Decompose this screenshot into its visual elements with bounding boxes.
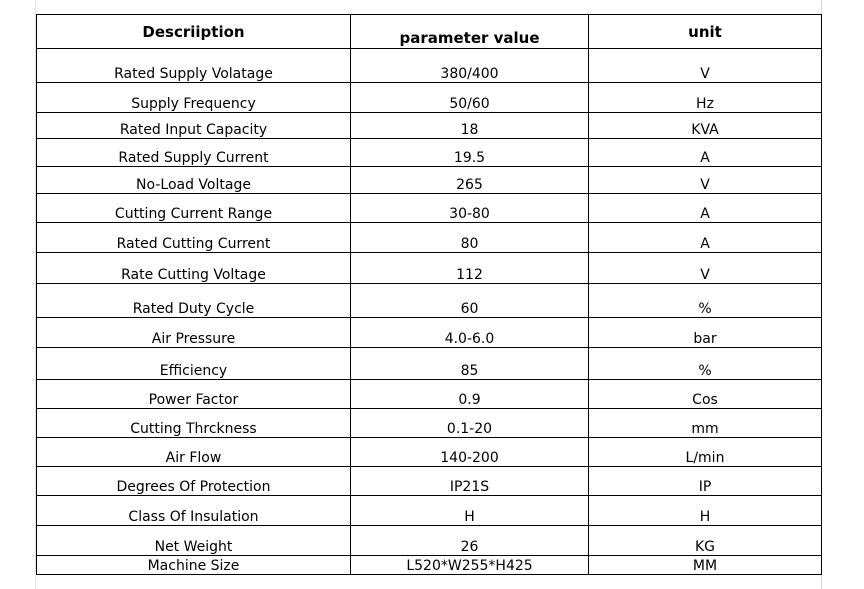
row-unit: Cos — [588, 379, 822, 409]
row-description: Degrees Of Protection — [36, 466, 351, 496]
row-description: Cutting Current Range — [36, 193, 351, 223]
row-unit: KG — [588, 525, 822, 556]
row-description: Net Weight — [36, 525, 351, 556]
row-unit: MM — [588, 555, 822, 575]
table-row: Rated Input Capacity 18 KVA — [36, 112, 822, 139]
row-value: 19.5 — [350, 138, 589, 167]
row-unit: V — [588, 166, 822, 194]
row-value: 80 — [350, 222, 589, 253]
row-value: 140-200 — [350, 437, 589, 467]
table-header-row: Descriiption parameter value unit — [36, 14, 822, 49]
row-unit: A — [588, 138, 822, 167]
row-description: Power Factor — [36, 379, 351, 409]
row-unit: H — [588, 495, 822, 526]
row-description: Class Of Insulation — [36, 495, 351, 526]
header-parameter-value: parameter value — [350, 14, 589, 49]
table-row: Machine Size L520*W255*H425 MM — [36, 555, 822, 575]
right-guide-line — [821, 0, 822, 589]
row-value: 265 — [350, 166, 589, 194]
table-row: Rate Cutting Voltage 112 V — [36, 252, 822, 284]
row-description: Rated Supply Volatage — [36, 48, 351, 83]
table-row: Net Weight 26 KG — [36, 525, 822, 556]
row-description: Rated Supply Current — [36, 138, 351, 167]
row-value: L520*W255*H425 — [350, 555, 589, 575]
row-description: Rated Cutting Current — [36, 222, 351, 253]
row-description: Air Pressure — [36, 317, 351, 348]
row-value: IP21S — [350, 466, 589, 496]
row-description: Rate Cutting Voltage — [36, 252, 351, 284]
table-row: Efficiency 85 % — [36, 347, 822, 380]
row-unit: V — [588, 252, 822, 284]
left-guide-line — [35, 0, 36, 589]
table-row: Air Flow 140-200 L/min — [36, 437, 822, 467]
table-row: Degrees Of Protection IP21S IP — [36, 466, 822, 496]
header-description: Descriiption — [36, 14, 351, 49]
row-unit: A — [588, 222, 822, 253]
table-row: Cutting Current Range 30-80 A — [36, 193, 822, 223]
row-unit: A — [588, 193, 822, 223]
row-description: Cutting Thrckness — [36, 408, 351, 438]
table-row: Air Pressure 4.0-6.0 bar — [36, 317, 822, 348]
row-value: H — [350, 495, 589, 526]
row-value: 50/60 — [350, 82, 589, 113]
row-unit: V — [588, 48, 822, 83]
row-description: Efficiency — [36, 347, 351, 380]
row-value: 0.9 — [350, 379, 589, 409]
row-description: Rated Duty Cycle — [36, 283, 351, 318]
row-description: Air Flow — [36, 437, 351, 467]
table-row: Class Of Insulation H H — [36, 495, 822, 526]
row-description: Machine Size — [36, 555, 351, 575]
row-value: 26 — [350, 525, 589, 556]
row-unit: bar — [588, 317, 822, 348]
row-value: 30-80 — [350, 193, 589, 223]
row-value: 112 — [350, 252, 589, 284]
table-row: Cutting Thrckness 0.1-20 mm — [36, 408, 822, 438]
spec-table-frame: Descriiption parameter value unit Rated … — [36, 14, 822, 576]
row-description: No-Load Voltage — [36, 166, 351, 194]
row-value: 0.1-20 — [350, 408, 589, 438]
table-row: Power Factor 0.9 Cos — [36, 379, 822, 409]
table-row: Rated Cutting Current 80 A — [36, 222, 822, 253]
spec-table: Descriiption parameter value unit Rated … — [36, 14, 822, 575]
row-value: 18 — [350, 112, 589, 139]
row-unit: % — [588, 283, 822, 318]
header-unit: unit — [588, 14, 822, 49]
row-unit: mm — [588, 408, 822, 438]
row-description: Rated Input Capacity — [36, 112, 351, 139]
row-value: 85 — [350, 347, 589, 380]
row-unit: L/min — [588, 437, 822, 467]
table-row: Supply Frequency 50/60 Hz — [36, 82, 822, 113]
table-row: No-Load Voltage 265 V — [36, 166, 822, 194]
table-row: Rated Supply Volatage 380/400 V — [36, 48, 822, 83]
row-unit: % — [588, 347, 822, 380]
row-description: Supply Frequency — [36, 82, 351, 113]
row-unit: Hz — [588, 82, 822, 113]
row-value: 380/400 — [350, 48, 589, 83]
table-row: Rated Supply Current 19.5 A — [36, 138, 822, 167]
table-row: Rated Duty Cycle 60 % — [36, 283, 822, 318]
row-unit: IP — [588, 466, 822, 496]
row-value: 60 — [350, 283, 589, 318]
row-value: 4.0-6.0 — [350, 317, 589, 348]
row-unit: KVA — [588, 112, 822, 139]
